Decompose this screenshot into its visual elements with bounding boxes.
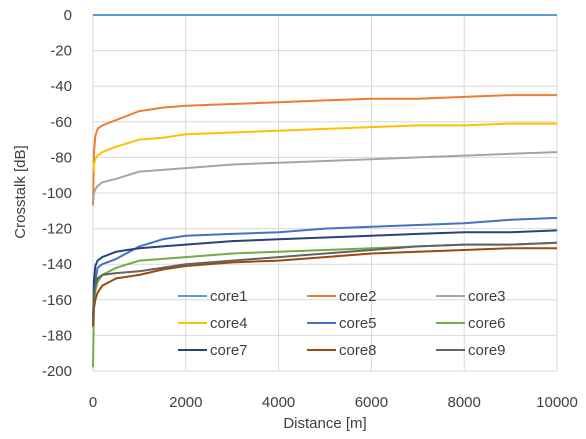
x-tick-label: 4000	[262, 394, 295, 411]
y-tick-label: 0	[64, 7, 72, 24]
series-line-core2	[92, 94, 557, 206]
series-line-core4	[92, 122, 557, 172]
series-lines	[92, 14, 558, 368]
y-tick-label: -160	[42, 292, 72, 309]
series-line-core7	[92, 229, 558, 327]
legend-label-core2: core2	[339, 288, 377, 305]
y-tick-label: -100	[42, 185, 72, 202]
x-tick-label: 6000	[355, 394, 388, 411]
y-tick-label: -140	[42, 256, 72, 273]
y-tick-label: -200	[42, 363, 72, 380]
series-line-core8	[92, 247, 557, 327]
legend-label-core5: core5	[339, 315, 377, 332]
x-axis-tick-labels: 0 2000 4000 6000 8000 10000	[89, 394, 578, 411]
legend: core1 core2 core3 core4 core5 core6 core7 core8…	[178, 288, 506, 359]
x-axis-title: Distance [m]	[283, 415, 366, 432]
y-axis-title: Crosstalk [dB]	[12, 145, 29, 238]
y-tick-label: -40	[50, 78, 72, 95]
x-tick-label: 0	[89, 394, 97, 411]
y-tick-label: -80	[50, 149, 72, 166]
x-tick-label: 8000	[448, 394, 481, 411]
series-line-core9	[92, 241, 558, 318]
y-axis-tick-labels: 0 -20 -40 -60 -80 -100 -120 -140 -160 -180 -200	[42, 7, 72, 380]
y-tick-label: -180	[42, 327, 72, 344]
y-tick-label: -60	[50, 114, 72, 131]
y-tick-label: -120	[42, 221, 72, 238]
x-tick-label: 10000	[536, 394, 578, 411]
series-line-core5	[92, 216, 558, 318]
x-tick-label: 2000	[169, 394, 202, 411]
legend-label-core9: core9	[468, 342, 506, 359]
legend-label-core4: core4	[210, 315, 248, 332]
legend-label-core7: core7	[210, 342, 248, 359]
y-tick-label: -20	[50, 43, 72, 60]
gridlines	[92, 14, 558, 372]
legend-label-core6: core6	[468, 315, 506, 332]
legend-label-core1: core1	[210, 288, 248, 305]
series-line-core3	[92, 151, 558, 203]
legend-label-core3: core3	[468, 288, 506, 305]
legend-label-core8: core8	[339, 342, 377, 359]
